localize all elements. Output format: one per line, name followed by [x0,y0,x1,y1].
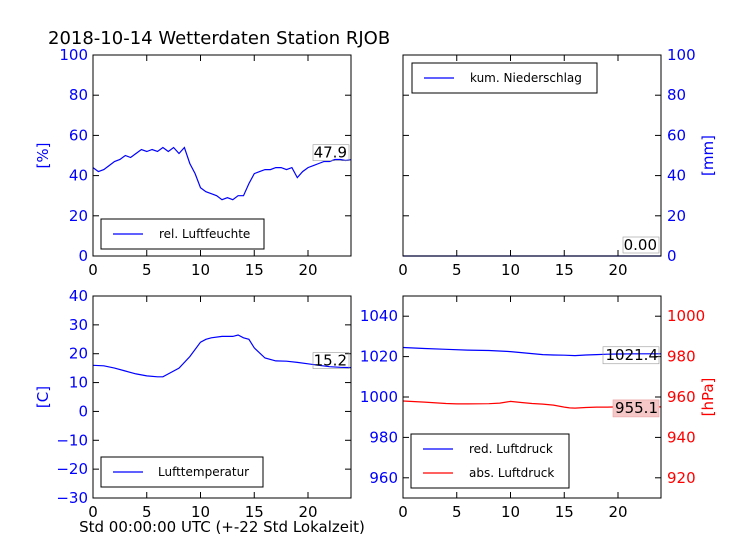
y-tick-label-left: 1000 [360,388,398,406]
y-tick-label: 100 [59,46,88,64]
legend-label: Lufttemperatur [158,465,249,479]
x-tick-label: 5 [452,261,462,279]
y-tick-label: −20 [56,460,88,478]
last-value-label: 0.00 [624,236,657,254]
last-value-label: 47.9 [314,144,347,162]
y-tick-label-left: 980 [369,428,398,446]
last-value-label: 15.2 [314,352,347,370]
last-value-box [312,352,350,369]
x-tick-label: 0 [398,261,408,279]
x-axis-label: Std 00:00:00 UTC (+-22 Std Lokalzeit) [79,518,365,536]
x-tick-label: 15 [245,503,264,521]
panel-bottom-right: 0 5 10 15 20 960 980 1000 1020 1040 920 940 960 980 10… [360,295,717,521]
figure-title: 2018-10-14 Wetterdaten Station RJOB [48,28,390,49]
y-tick-label: 20 [667,207,686,225]
y-tick-label: 60 [69,126,88,144]
x-tick-label: 20 [608,261,627,279]
x-tick-label: 5 [142,503,152,521]
y-tick-label: 0 [78,247,88,265]
legend-label: red. Luftdruck [469,442,553,456]
y-tick-label: 80 [667,86,686,104]
x-tick-label: 5 [142,261,152,279]
x-tick-label: 10 [501,261,520,279]
y-tick-label-right: 940 [667,428,696,446]
last-value-box [622,236,660,254]
x-tick-label: 5 [452,503,462,521]
plot-frame [92,54,352,257]
y-axis-label: [C] [34,386,52,408]
y-tick-label-right: 960 [667,388,696,406]
series-line-abs-luftdruck [402,400,661,409]
y-axis-label: [hPa] [699,378,717,417]
legend-label: rel. Luftfeuchte [159,227,250,241]
legend-label: kum. Niederschlag [470,71,582,85]
y-tick-label: 20 [69,207,88,225]
last-value-box [612,399,660,418]
plot-frame [402,295,662,499]
y-tick-label: 20 [69,345,88,363]
panel-top-left: 0 5 10 15 20 0 20 40 60 80 100 [%] 47.9 rel. Luftfeuc… [34,46,352,279]
x-tick-label: 15 [555,261,574,279]
x-tick-label: 0 [88,503,98,521]
legend: Lufttemperatur [100,456,264,488]
plot-frame [402,54,662,257]
x-tick-label: 20 [298,261,317,279]
y-tick-label-left: 1040 [360,307,398,325]
legend-box [410,433,570,489]
y-tick-label: 100 [667,46,696,64]
y-tick-label-left: 1020 [360,348,398,366]
y-tick-label: 10 [69,374,88,392]
x-tick-label: 10 [501,503,520,521]
last-value-label: 955.1 [615,399,658,417]
x-tick-label: 0 [88,261,98,279]
series-line-rel-luftfeuchte [92,146,352,201]
panel-bottom-left: 0 5 10 15 20 −30 −20 −10 0 10 20 30 40 [C] 15.2 Lufttem… [34,287,352,521]
y-tick-label: 0 [78,402,88,420]
series-line-red-luftdruck [402,346,661,357]
y-tick-label: 40 [69,167,88,185]
legend: red. Luftdruck abs. Luftdruck [410,433,570,489]
panel-top-right: 0 5 10 15 20 0 20 40 60 80 100 [mm] 0.00 kum. Nieders… [398,46,717,279]
last-value-box [312,144,350,162]
legend: kum. Niederschlag [411,62,598,94]
x-tick-label: 10 [191,261,210,279]
legend-label: abs. Luftdruck [469,466,554,480]
x-tick-label: 15 [245,261,264,279]
y-axis-label: [mm] [699,135,717,176]
y-axis-label: [%] [34,143,52,169]
y-tick-label: 40 [667,167,686,185]
y-tick-label: 60 [667,126,686,144]
last-value-box [602,346,660,365]
y-tick-label-right: 1000 [667,307,705,325]
last-value-label: 1021.4 [606,346,659,364]
x-tick-label: 20 [608,503,627,521]
y-tick-label-right: 920 [667,469,696,487]
y-tick-label: 0 [667,247,677,265]
x-tick-label: 10 [191,503,210,521]
y-tick-label-right: 980 [667,348,696,366]
y-tick-label: −10 [56,431,88,449]
y-tick-label: 80 [69,86,88,104]
legend: rel. Luftfeuchte [100,218,265,250]
series-line-lufttemperatur [92,334,352,378]
y-tick-label-left: 960 [369,469,398,487]
y-tick-label: 30 [69,316,88,334]
y-tick-label: 40 [69,287,88,305]
x-tick-label: 0 [398,503,408,521]
plot-frame [92,295,352,499]
x-tick-label: 20 [298,503,317,521]
y-tick-label: −30 [56,489,88,507]
x-tick-label: 15 [555,503,574,521]
